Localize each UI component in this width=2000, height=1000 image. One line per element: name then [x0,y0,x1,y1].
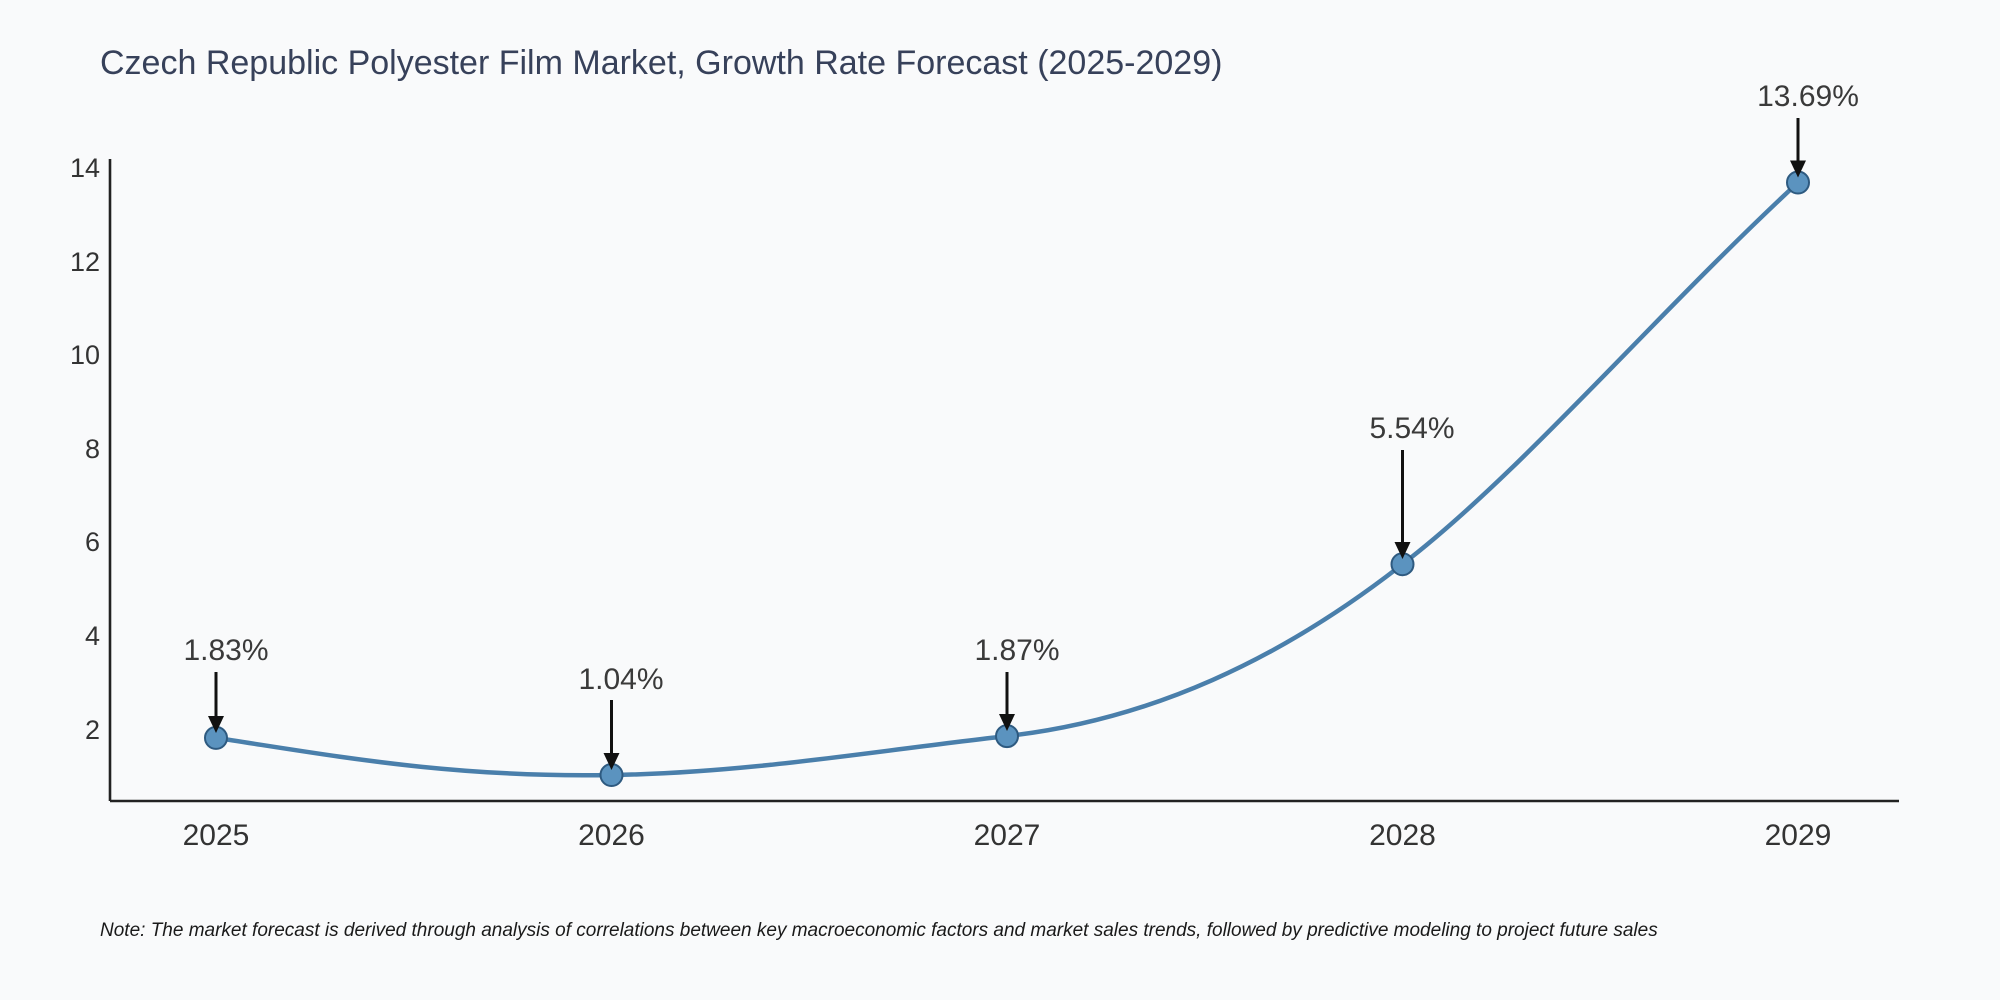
svg-text:2: 2 [85,715,100,745]
svg-text:10: 10 [70,340,100,370]
svg-text:1.87%: 1.87% [974,634,1059,667]
svg-text:8: 8 [85,434,100,464]
svg-text:4: 4 [85,621,100,651]
svg-text:1.83%: 1.83% [183,634,268,667]
svg-text:14: 14 [70,153,100,183]
svg-text:13.69%: 13.69% [1757,80,1859,113]
svg-text:2028: 2028 [1369,819,1436,852]
svg-text:2026: 2026 [578,819,645,852]
svg-text:6: 6 [85,527,100,557]
svg-text:5.54%: 5.54% [1369,412,1454,445]
svg-text:1.04%: 1.04% [578,663,663,696]
svg-text:2029: 2029 [1765,819,1832,852]
svg-text:2025: 2025 [183,819,250,852]
svg-text:12: 12 [70,247,100,277]
svg-text:2027: 2027 [974,819,1041,852]
